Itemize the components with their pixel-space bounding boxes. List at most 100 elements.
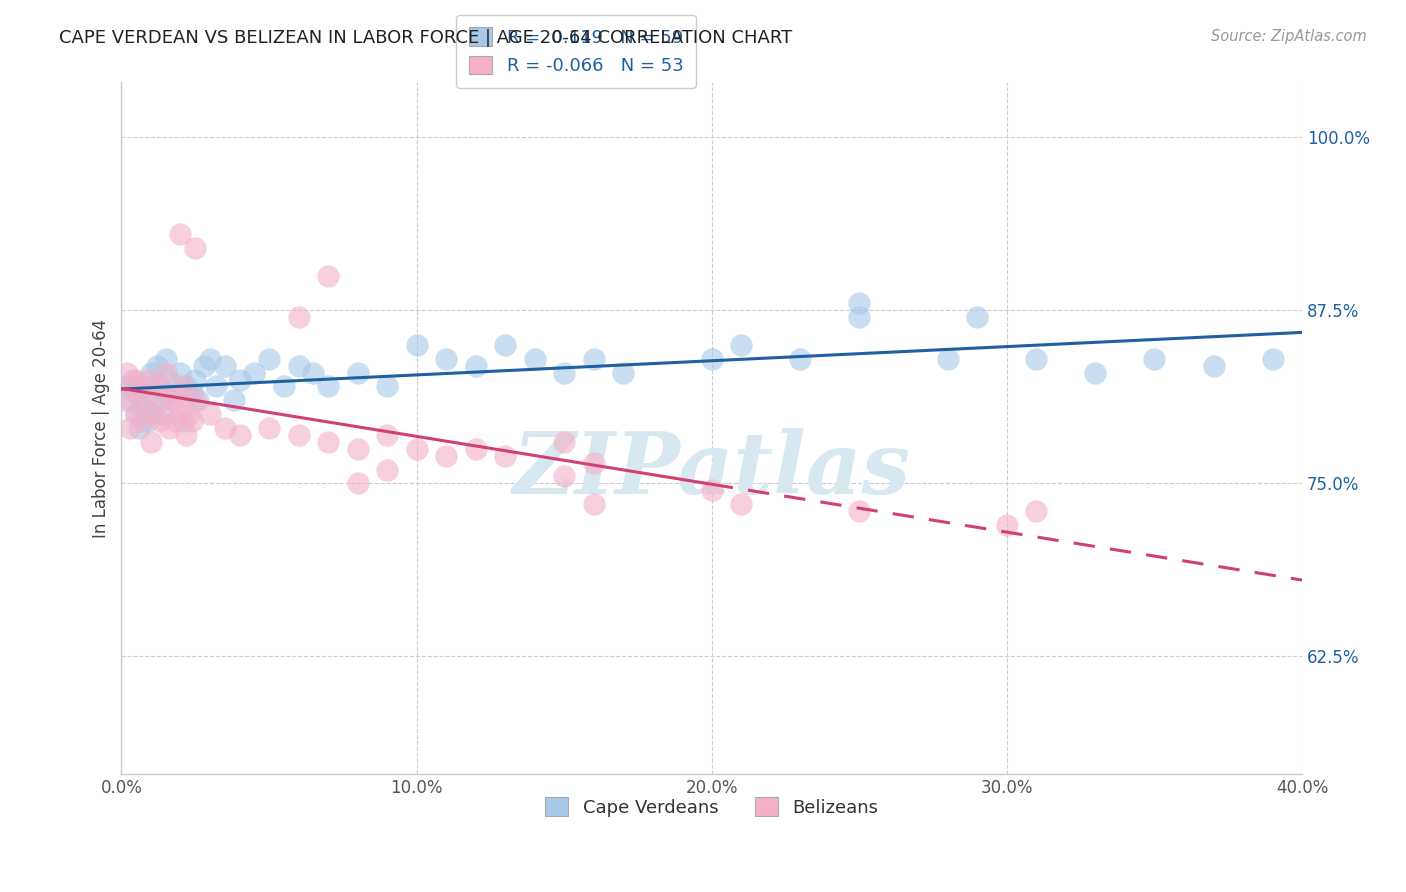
Point — [1084, 366, 1107, 380]
Point — [179, 407, 201, 421]
Point — [157, 421, 180, 435]
Point — [193, 359, 215, 373]
Point — [205, 379, 228, 393]
Point — [582, 456, 605, 470]
Point — [198, 407, 221, 421]
Point — [405, 442, 427, 456]
Point — [316, 434, 339, 449]
Point — [149, 379, 172, 393]
Point — [287, 359, 309, 373]
Legend: Cape Verdeans, Belizeans: Cape Verdeans, Belizeans — [537, 790, 886, 824]
Point — [146, 379, 169, 393]
Point — [139, 434, 162, 449]
Point — [122, 379, 145, 393]
Point — [582, 351, 605, 366]
Point — [700, 351, 723, 366]
Point — [257, 351, 280, 366]
Point — [155, 366, 177, 380]
Point — [136, 373, 159, 387]
Y-axis label: In Labor Force | Age 20-64: In Labor Force | Age 20-64 — [93, 318, 110, 538]
Point — [184, 393, 207, 408]
Point — [134, 393, 156, 408]
Point — [228, 428, 250, 442]
Point — [848, 296, 870, 310]
Point — [160, 393, 183, 408]
Point — [494, 338, 516, 352]
Point — [375, 462, 398, 476]
Point — [198, 351, 221, 366]
Point — [181, 414, 204, 428]
Point — [346, 476, 368, 491]
Point — [1025, 351, 1047, 366]
Point — [434, 351, 457, 366]
Point — [112, 393, 135, 408]
Point — [553, 434, 575, 449]
Point — [134, 379, 156, 393]
Point — [155, 351, 177, 366]
Point — [848, 310, 870, 325]
Point — [375, 379, 398, 393]
Point — [405, 338, 427, 352]
Point — [117, 379, 139, 393]
Point — [1143, 351, 1166, 366]
Point — [214, 421, 236, 435]
Point — [152, 407, 174, 421]
Point — [169, 407, 191, 421]
Text: CAPE VERDEAN VS BELIZEAN IN LABOR FORCE | AGE 20-64 CORRELATION CHART: CAPE VERDEAN VS BELIZEAN IN LABOR FORCE … — [59, 29, 793, 46]
Point — [612, 366, 634, 380]
Point — [172, 414, 194, 428]
Point — [1261, 351, 1284, 366]
Point — [523, 351, 546, 366]
Point — [434, 449, 457, 463]
Point — [302, 366, 325, 380]
Point — [122, 373, 145, 387]
Point — [730, 338, 752, 352]
Point — [582, 497, 605, 511]
Point — [125, 386, 148, 401]
Point — [184, 373, 207, 387]
Point — [346, 442, 368, 456]
Point — [287, 428, 309, 442]
Point — [125, 407, 148, 421]
Point — [257, 421, 280, 435]
Point — [273, 379, 295, 393]
Point — [157, 373, 180, 387]
Point — [146, 359, 169, 373]
Point — [169, 366, 191, 380]
Point — [131, 414, 153, 428]
Point — [995, 517, 1018, 532]
Point — [142, 407, 165, 421]
Point — [1202, 359, 1225, 373]
Point — [464, 442, 486, 456]
Point — [187, 393, 209, 408]
Point — [494, 449, 516, 463]
Text: Source: ZipAtlas.com: Source: ZipAtlas.com — [1211, 29, 1367, 44]
Point — [152, 393, 174, 408]
Point — [553, 366, 575, 380]
Point — [464, 359, 486, 373]
Text: ZIPatlas: ZIPatlas — [513, 428, 911, 511]
Point — [125, 373, 148, 387]
Point — [128, 386, 150, 401]
Point — [730, 497, 752, 511]
Point — [375, 428, 398, 442]
Point — [287, 310, 309, 325]
Point — [136, 414, 159, 428]
Point — [789, 351, 811, 366]
Point — [936, 351, 959, 366]
Point — [142, 393, 165, 408]
Point — [166, 386, 188, 401]
Point — [169, 227, 191, 242]
Point — [120, 393, 142, 408]
Point — [316, 268, 339, 283]
Point — [1025, 504, 1047, 518]
Point — [155, 386, 177, 401]
Point — [163, 393, 186, 408]
Point — [117, 366, 139, 380]
Point — [966, 310, 988, 325]
Point — [176, 379, 198, 393]
Point — [316, 379, 339, 393]
Point — [125, 407, 148, 421]
Point — [222, 393, 245, 408]
Point — [848, 504, 870, 518]
